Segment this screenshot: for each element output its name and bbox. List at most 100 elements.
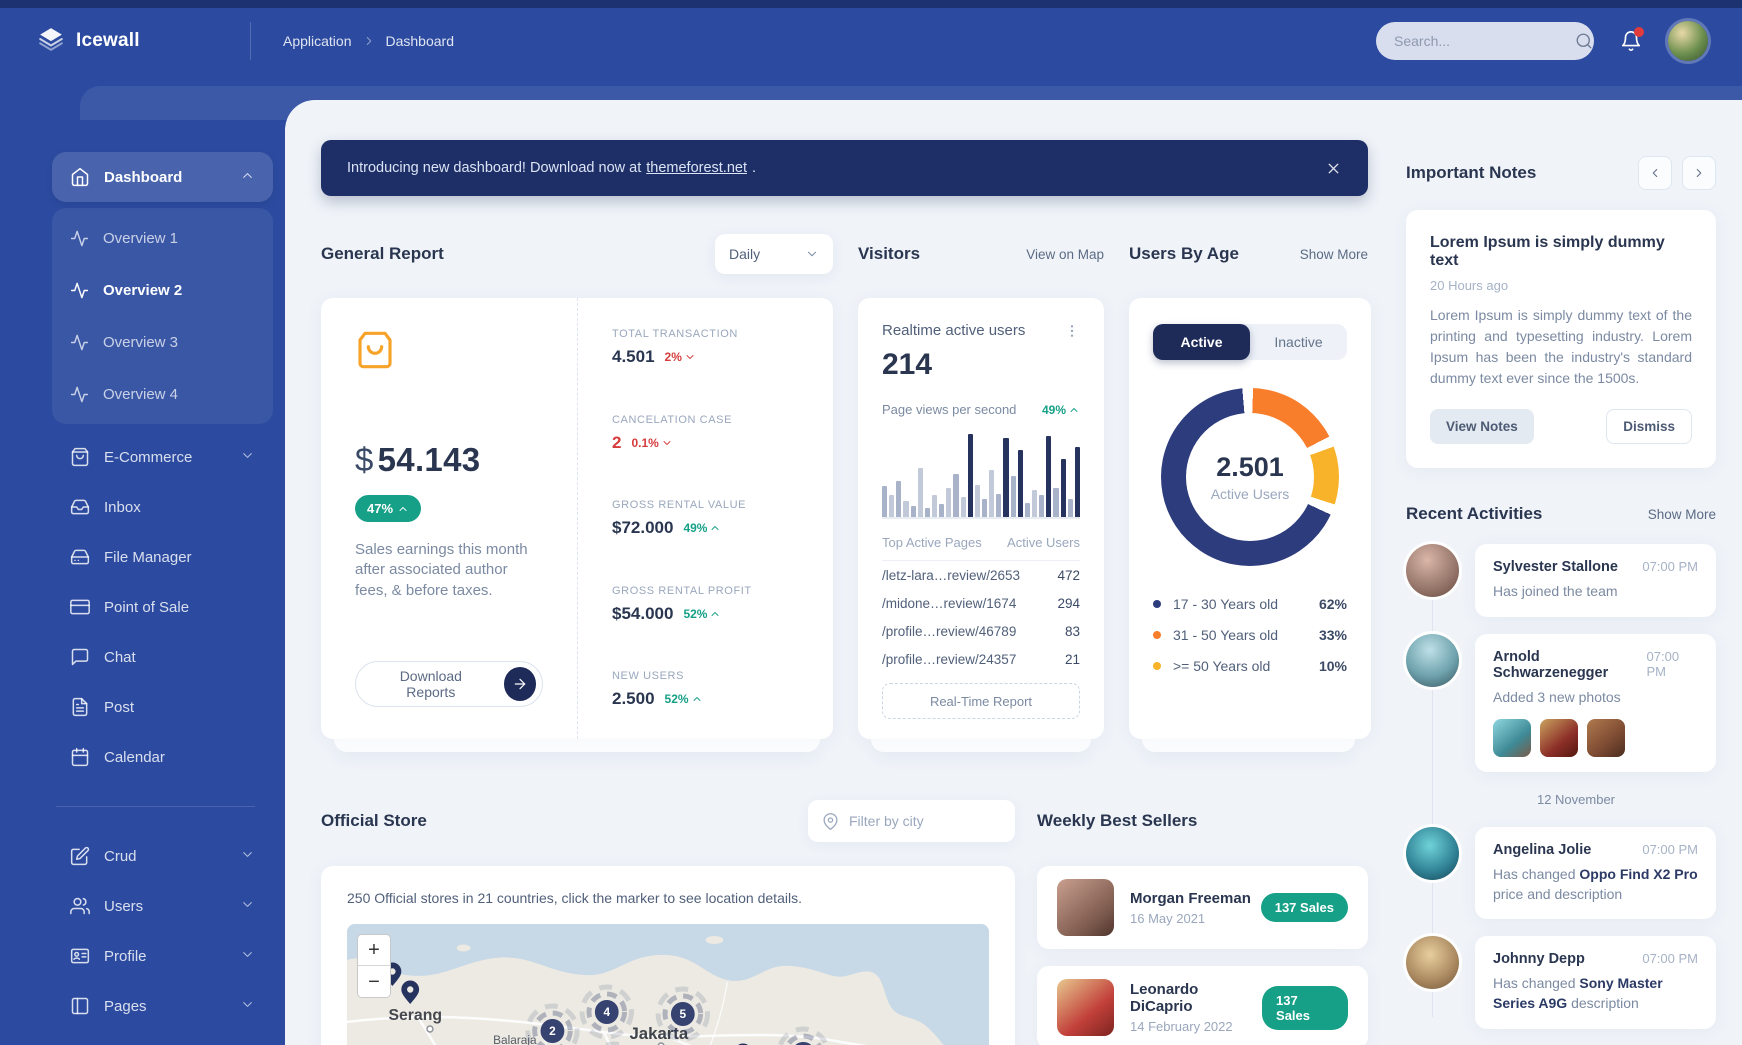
layers-logo-icon — [38, 26, 64, 57]
sidebar-item-overview-2[interactable]: Overview 2 — [52, 264, 273, 316]
breadcrumb-application[interactable]: Application — [283, 33, 352, 49]
breadcrumb-dashboard[interactable]: Dashboard — [385, 33, 455, 49]
download-label: Download Reports — [399, 668, 462, 700]
notifications-button[interactable] — [1620, 27, 1644, 52]
banner-suffix: . — [751, 160, 757, 176]
breadcrumb: Application Dashboard — [250, 22, 454, 60]
themeforest-link[interactable]: themeforest.net — [646, 160, 747, 176]
page-path: /letz-lara…review/2653 — [882, 567, 1021, 583]
users-show-more-link[interactable]: Show More — [1299, 246, 1368, 262]
banner-close-icon[interactable] — [1325, 160, 1342, 177]
sidebar: Dashboard Overview 1 Overview 2 Overview… — [0, 74, 285, 1045]
activity-avatar — [1406, 827, 1459, 881]
stat-value: $54.000 — [612, 603, 674, 623]
user-avatar[interactable] — [1668, 21, 1708, 61]
activity-item[interactable]: Angelina Jolie 07:00 PM Has changed Oppo… — [1406, 827, 1716, 920]
toggle-active[interactable]: Active — [1153, 324, 1250, 360]
sidebar-item-label: Dashboard — [104, 168, 183, 186]
stat-label: GROSS RENTAL PROFIT — [612, 584, 752, 597]
realtime-report-button[interactable]: Real-Time Report — [882, 683, 1080, 719]
official-store-card: 250 Official stores in 21 countries, cli… — [321, 866, 1015, 1045]
layout-icon — [71, 997, 89, 1015]
activity-time: 07:00 PM — [1642, 842, 1698, 858]
map-label-serang: Serang — [388, 1007, 442, 1024]
search-input[interactable] — [1394, 33, 1575, 49]
seller-name: Leonardo DiCaprio — [1130, 981, 1199, 1015]
seller-card[interactable]: Morgan Freeman 16 May 2021 137 Sales — [1037, 866, 1368, 949]
filter-by-city-box[interactable] — [808, 800, 1030, 842]
photo-thumbnail[interactable] — [1493, 719, 1531, 758]
chevron-down-icon — [240, 847, 255, 866]
dismiss-button[interactable]: Dismiss — [1606, 409, 1692, 444]
sidebar-item-label: Overview 1 — [103, 229, 179, 247]
period-value: Daily — [729, 246, 761, 262]
sidebar-item-pages[interactable]: Pages — [52, 981, 273, 1031]
map-zoom-control: + − — [357, 934, 391, 998]
download-reports-button[interactable]: Download Reports — [355, 661, 543, 707]
activity-item[interactable]: Johnny Depp 07:00 PM Has changed Sony Ma… — [1406, 936, 1716, 1029]
sidebar-item-dashboard[interactable]: Dashboard — [52, 152, 273, 202]
map-pin-icon — [822, 812, 839, 830]
sidebar-item-calendar[interactable]: Calendar — [52, 732, 273, 782]
topbar: Icewall Application Dashboard — [0, 8, 1742, 74]
table-row[interactable]: /profile…review/24357 21 — [882, 645, 1080, 673]
view-on-map-link[interactable]: View on Map — [1026, 246, 1104, 262]
chevron-up-icon — [693, 697, 701, 701]
sidebar-item-overview-4[interactable]: Overview 4 — [52, 368, 273, 420]
sidebar-item-label: File Manager — [104, 548, 192, 566]
map-zoom-out-button[interactable]: − — [358, 966, 390, 997]
users-by-age-title: Users By Age — [1129, 244, 1239, 263]
sidebar-item-users[interactable]: Users — [52, 881, 273, 931]
notification-dot — [1634, 27, 1644, 37]
activities-show-more-link[interactable]: Show More — [1647, 506, 1716, 522]
activity-item[interactable]: Arnold Schwarzenegger 07:00 PM Added 3 n… — [1406, 633, 1716, 773]
notes-next-button[interactable] — [1682, 156, 1716, 190]
seller-card[interactable]: Leonardo DiCaprio 14 February 2022 137 S… — [1037, 966, 1368, 1045]
store-map[interactable]: + − — [347, 924, 989, 1045]
map-label-balaraja: Balaraja — [493, 1033, 537, 1045]
toggle-inactive[interactable]: Inactive — [1274, 334, 1323, 350]
sales-badge: 137 Sales — [1262, 985, 1348, 1030]
sales-description: Sales earnings this month after associat… — [355, 541, 528, 599]
table-row[interactable]: /profile…review/46789 83 — [882, 617, 1080, 645]
sidebar-item-chat[interactable]: Chat — [52, 632, 273, 682]
sidebar-item-inbox[interactable]: Inbox — [52, 482, 273, 532]
sidebar-item-ecommerce[interactable]: E-Commerce — [52, 432, 273, 482]
period-select[interactable]: Daily — [715, 234, 833, 274]
activity-photos — [1493, 719, 1698, 758]
photo-thumbnail[interactable] — [1540, 719, 1578, 758]
sidebar-item-post[interactable]: Post — [52, 682, 273, 732]
notes-prev-button[interactable] — [1638, 156, 1672, 190]
activity-name: Johnny Depp — [1493, 951, 1585, 968]
activity-text: Has changed Sony Master Series A9G descr… — [1493, 975, 1663, 1011]
activity-item[interactable]: Sylvester Stallone 07:00 PM Has joined t… — [1406, 544, 1716, 617]
table-row[interactable]: /midone…review/1674 294 — [882, 589, 1080, 617]
activity-time: 07:00 PM — [1642, 559, 1698, 574]
shopping-bag-icon — [355, 330, 543, 375]
search-box[interactable] — [1376, 22, 1594, 60]
chevron-down-icon — [240, 947, 255, 966]
table-row[interactable]: /letz-lara…review/2653 472 — [882, 561, 1080, 589]
view-notes-button[interactable]: View Notes — [1430, 409, 1534, 444]
sidebar-item-point-of-sale[interactable]: Point of Sale — [52, 582, 273, 632]
sidebar-item-label: E-Commerce — [104, 448, 193, 466]
map-label-jakarta: Jakarta — [629, 1024, 688, 1043]
activity-name: Arnold Schwarzenegger — [1493, 648, 1609, 681]
seller-avatar — [1057, 879, 1114, 936]
activity-name: Sylvester Stallone — [1493, 559, 1618, 575]
sidebar-item-file-manager[interactable]: File Manager — [52, 532, 273, 582]
brand[interactable]: Icewall — [38, 26, 250, 57]
id-card-icon — [70, 948, 90, 964]
photo-thumbnail[interactable] — [1587, 719, 1625, 758]
sidebar-item-overview-3[interactable]: Overview 3 — [52, 316, 273, 368]
map-zoom-in-button[interactable]: + — [358, 935, 390, 966]
sidebar-item-profile[interactable]: Profile — [52, 931, 273, 981]
kebab-menu-icon[interactable] — [1064, 322, 1080, 340]
svg-text:5: 5 — [680, 1007, 687, 1021]
filter-city-input[interactable] — [849, 813, 1030, 829]
sidebar-item-crud[interactable]: Crud — [52, 831, 273, 881]
note-title: Lorem Ipsum is simply dummy text — [1430, 234, 1665, 269]
sidebar-item-overview-1[interactable]: Overview 1 — [52, 212, 273, 264]
legend-item: >= 50 Years old 10% — [1153, 658, 1347, 674]
message-square-icon — [71, 648, 89, 666]
